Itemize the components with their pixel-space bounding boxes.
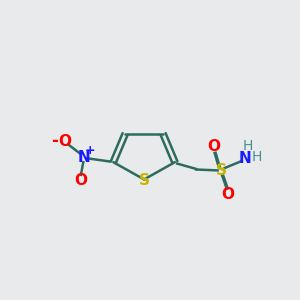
Text: O: O <box>58 134 71 149</box>
Text: N: N <box>238 151 251 166</box>
Text: -: - <box>51 132 58 150</box>
Text: +: + <box>84 144 95 157</box>
Text: H: H <box>242 139 253 153</box>
Text: O: O <box>221 187 234 202</box>
Text: N: N <box>77 150 90 165</box>
Text: S: S <box>139 173 150 188</box>
Text: S: S <box>216 164 226 178</box>
Text: H: H <box>252 150 262 164</box>
Text: O: O <box>207 139 220 154</box>
Text: O: O <box>74 173 87 188</box>
